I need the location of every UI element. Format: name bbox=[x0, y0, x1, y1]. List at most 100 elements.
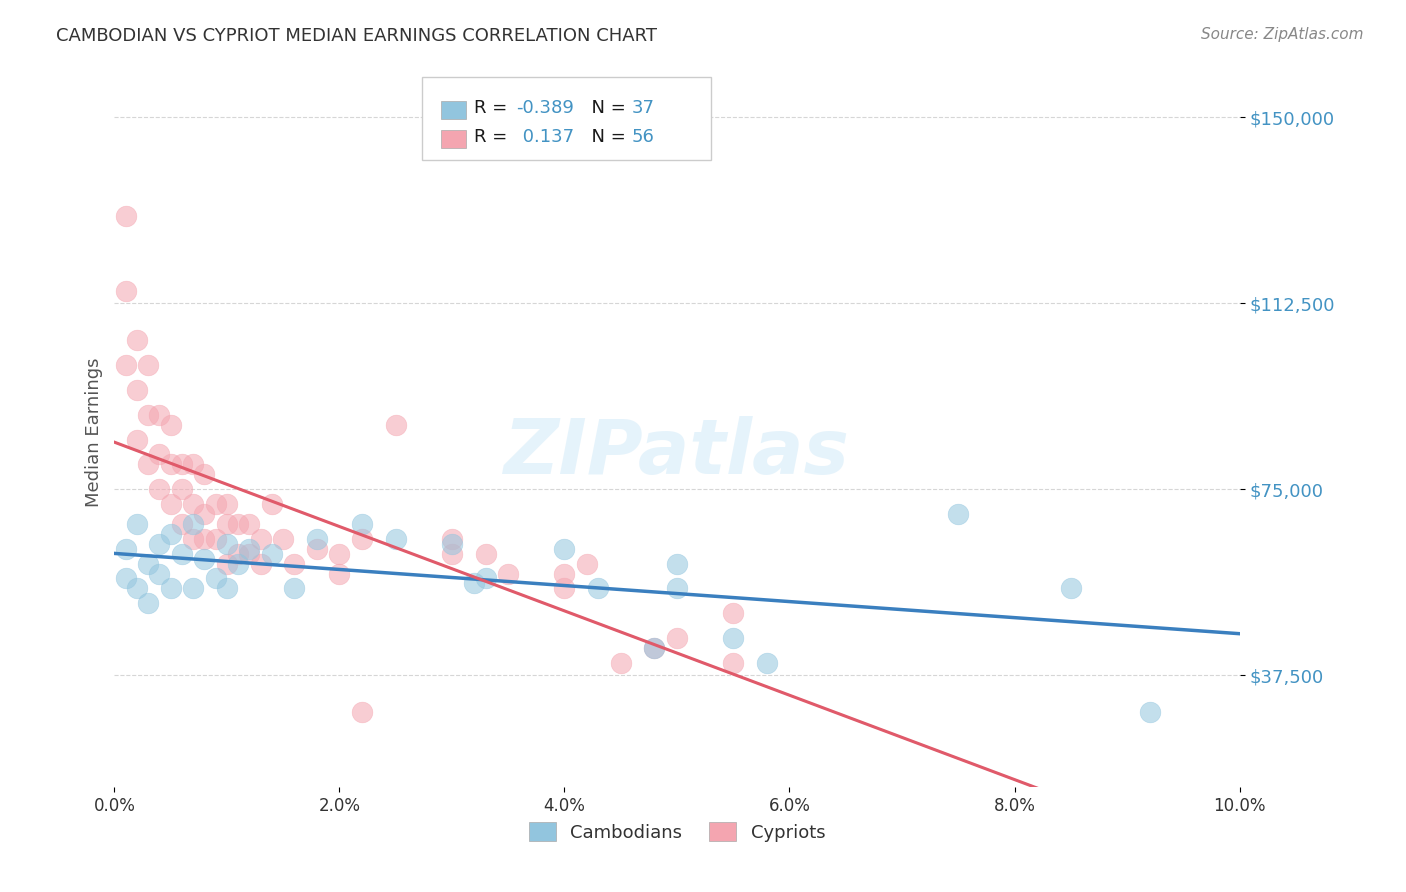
Point bbox=[260, 547, 283, 561]
Point bbox=[723, 656, 745, 670]
Point bbox=[305, 541, 328, 556]
Text: R =: R = bbox=[474, 98, 513, 117]
Point bbox=[1060, 582, 1083, 596]
Point bbox=[159, 417, 181, 432]
Point bbox=[193, 551, 215, 566]
Point bbox=[136, 596, 159, 610]
Text: N =: N = bbox=[579, 128, 631, 145]
Point bbox=[305, 532, 328, 546]
Point bbox=[553, 541, 575, 556]
Point bbox=[125, 383, 148, 397]
Point bbox=[384, 417, 406, 432]
Text: 37: 37 bbox=[631, 98, 655, 117]
Point bbox=[440, 547, 463, 561]
Point bbox=[643, 640, 665, 655]
Point bbox=[170, 516, 193, 531]
Point bbox=[948, 507, 970, 521]
Point bbox=[238, 516, 260, 531]
Point bbox=[193, 467, 215, 482]
Point bbox=[1139, 706, 1161, 720]
Point bbox=[170, 547, 193, 561]
Point bbox=[643, 640, 665, 655]
Point bbox=[609, 656, 631, 670]
Point bbox=[260, 497, 283, 511]
Point bbox=[148, 408, 170, 422]
Point bbox=[204, 532, 226, 546]
Point bbox=[249, 532, 271, 546]
Point bbox=[148, 537, 170, 551]
Point bbox=[136, 358, 159, 372]
Point bbox=[350, 706, 373, 720]
Text: R =: R = bbox=[474, 128, 513, 145]
Point bbox=[159, 458, 181, 472]
Point bbox=[181, 582, 204, 596]
Point bbox=[226, 557, 249, 571]
Point bbox=[114, 210, 136, 224]
Point bbox=[114, 572, 136, 586]
Point bbox=[215, 516, 238, 531]
Point bbox=[328, 547, 350, 561]
Text: 56: 56 bbox=[631, 128, 655, 145]
Point bbox=[170, 482, 193, 496]
Point bbox=[136, 458, 159, 472]
Point bbox=[384, 532, 406, 546]
Point bbox=[440, 537, 463, 551]
Text: N =: N = bbox=[579, 98, 631, 117]
Point bbox=[553, 582, 575, 596]
Point bbox=[148, 447, 170, 461]
Point bbox=[723, 606, 745, 620]
Point bbox=[114, 358, 136, 372]
Point bbox=[440, 532, 463, 546]
Legend: Cambodians, Cypriots: Cambodians, Cypriots bbox=[522, 815, 832, 849]
Point bbox=[226, 516, 249, 531]
Point bbox=[350, 516, 373, 531]
Point bbox=[474, 547, 496, 561]
Point bbox=[665, 582, 688, 596]
Point bbox=[114, 541, 136, 556]
Point bbox=[283, 582, 305, 596]
Point bbox=[283, 557, 305, 571]
Point bbox=[723, 631, 745, 645]
Point bbox=[136, 408, 159, 422]
Point bbox=[249, 557, 271, 571]
Point bbox=[181, 516, 204, 531]
Point bbox=[756, 656, 779, 670]
Point bbox=[193, 507, 215, 521]
Point bbox=[125, 582, 148, 596]
Point bbox=[193, 532, 215, 546]
Point bbox=[463, 576, 485, 591]
Point bbox=[136, 557, 159, 571]
Text: CAMBODIAN VS CYPRIOT MEDIAN EARNINGS CORRELATION CHART: CAMBODIAN VS CYPRIOT MEDIAN EARNINGS COR… bbox=[56, 27, 657, 45]
Point bbox=[665, 557, 688, 571]
Point bbox=[215, 557, 238, 571]
Point bbox=[496, 566, 519, 581]
Point bbox=[204, 572, 226, 586]
Point bbox=[271, 532, 294, 546]
Point bbox=[181, 458, 204, 472]
Point bbox=[148, 566, 170, 581]
Point bbox=[148, 482, 170, 496]
Point bbox=[215, 497, 238, 511]
Text: Source: ZipAtlas.com: Source: ZipAtlas.com bbox=[1201, 27, 1364, 42]
Point bbox=[586, 582, 609, 596]
Point bbox=[665, 631, 688, 645]
Point bbox=[170, 458, 193, 472]
Point bbox=[159, 526, 181, 541]
Text: -0.389: -0.389 bbox=[516, 98, 575, 117]
Point bbox=[114, 284, 136, 298]
Y-axis label: Median Earnings: Median Earnings bbox=[86, 358, 103, 507]
Point bbox=[125, 334, 148, 348]
Point bbox=[125, 433, 148, 447]
Point bbox=[159, 582, 181, 596]
Text: 0.137: 0.137 bbox=[516, 128, 574, 145]
Point bbox=[575, 557, 598, 571]
Text: ZIPatlas: ZIPatlas bbox=[503, 417, 851, 491]
Point bbox=[181, 497, 204, 511]
Point bbox=[215, 537, 238, 551]
Point bbox=[350, 532, 373, 546]
Point bbox=[328, 566, 350, 581]
Point bbox=[125, 516, 148, 531]
Point bbox=[553, 566, 575, 581]
Point bbox=[215, 582, 238, 596]
Point bbox=[238, 547, 260, 561]
